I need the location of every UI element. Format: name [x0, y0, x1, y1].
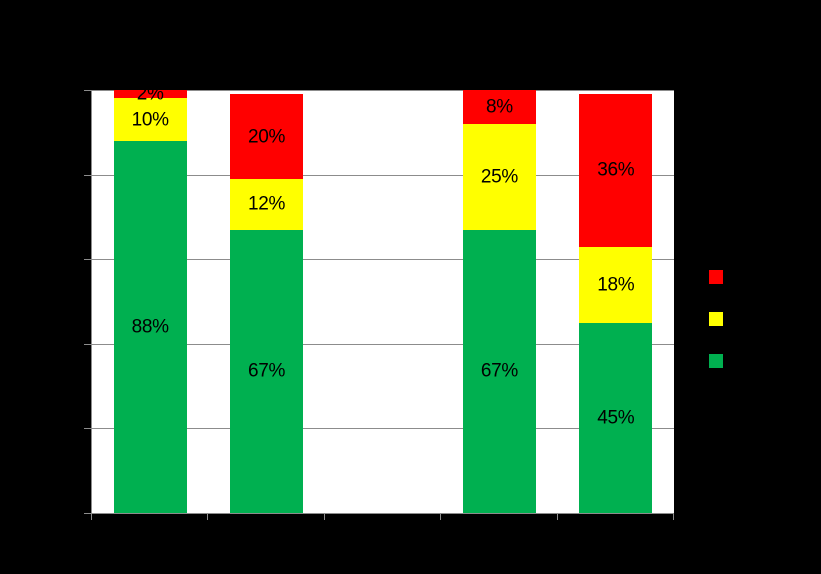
- x-axis-tick-2: [324, 513, 325, 520]
- y-axis-tick-0pct: [84, 513, 91, 514]
- x-axis-tick-1: [207, 513, 208, 520]
- bar-slot1-segment-red: [113, 90, 187, 99]
- data-label-red-slot4: 8%: [485, 96, 513, 118]
- x-axis-tick-4: [557, 513, 558, 520]
- x-axis-tick-0: [91, 513, 92, 520]
- y-axis-line: [91, 90, 92, 514]
- y-axis-tick-100pct: [84, 90, 91, 91]
- data-label-red-slot1: 2%: [136, 83, 164, 105]
- y-axis-tick-60pct: [84, 259, 91, 261]
- bar-slot5-segment-green: [579, 322, 653, 513]
- gridline-20pct: [92, 428, 674, 430]
- legend-swatch-red: [709, 270, 723, 284]
- bar-slot5-segment-yellow: [579, 246, 653, 323]
- bar-slot5-segment-red: [579, 94, 653, 247]
- data-label-yellow-slot5: 18%: [597, 274, 635, 296]
- data-label-green-slot4: 67%: [480, 360, 518, 382]
- y-axis-tick-20pct: [84, 428, 91, 430]
- data-label-red-slot5: 36%: [597, 159, 635, 181]
- legend-swatch-green: [709, 354, 723, 368]
- bar-slot4-segment-red: [462, 90, 536, 124]
- gridline-80pct: [92, 174, 674, 176]
- bar-slot2-segment-red: [230, 94, 304, 179]
- gridline-60pct: [92, 259, 674, 261]
- bar-slot2-segment-yellow: [230, 178, 304, 230]
- y-axis-tick-80pct: [84, 174, 91, 176]
- data-label-yellow-slot4: 25%: [480, 166, 518, 188]
- bar-slot4-segment-green: [462, 229, 536, 513]
- bar-slot2-segment-green: [230, 229, 304, 513]
- x-axis-line: [91, 513, 674, 514]
- legend-swatch-yellow: [709, 312, 723, 326]
- x-axis-tick-5: [673, 513, 674, 520]
- y-axis-tick-40pct: [84, 343, 91, 345]
- x-axis-tick-3: [440, 513, 441, 520]
- bar-slot4-segment-yellow: [462, 123, 536, 230]
- plot-area: 88% 10% 2% 67% 12% 20% 67% 25% 8% 45% 18% 36%: [92, 85, 674, 513]
- data-label-yellow-slot1: 10%: [131, 109, 169, 131]
- data-label-red-slot2: 20%: [248, 126, 286, 148]
- data-label-green-slot2: 67%: [248, 360, 286, 382]
- data-label-green-slot5: 45%: [597, 407, 635, 429]
- data-label-yellow-slot2: 12%: [248, 193, 286, 215]
- bar-slot1-segment-green: [113, 140, 187, 513]
- data-label-green-slot1: 88%: [131, 316, 169, 338]
- bar-slot1-segment-yellow: [113, 98, 187, 141]
- gridline-40pct: [92, 343, 674, 345]
- gridline-100pct: [92, 90, 674, 91]
